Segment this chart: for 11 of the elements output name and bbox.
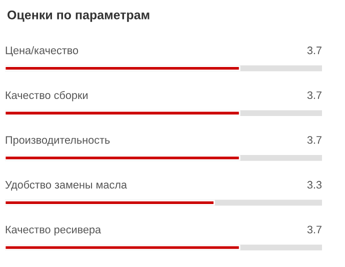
data-label: 3.7: [307, 226, 322, 234]
y-tick-label: Удобство замены масла: [5, 180, 127, 191]
data-label: 3.3: [307, 180, 322, 189]
data-label: 3.7: [307, 46, 322, 54]
y-tick-label: Производительность: [6, 136, 110, 146]
chart-title: Оценки по параметрам: [8, 10, 150, 22]
y-tick-label: Качество сборки: [6, 91, 88, 102]
y-tick-label: Цена/качество: [6, 46, 78, 56]
y-tick-label: Качество ресивера: [6, 226, 102, 236]
data-label: 3.7: [307, 91, 322, 100]
data-label: 3.7: [307, 136, 322, 144]
